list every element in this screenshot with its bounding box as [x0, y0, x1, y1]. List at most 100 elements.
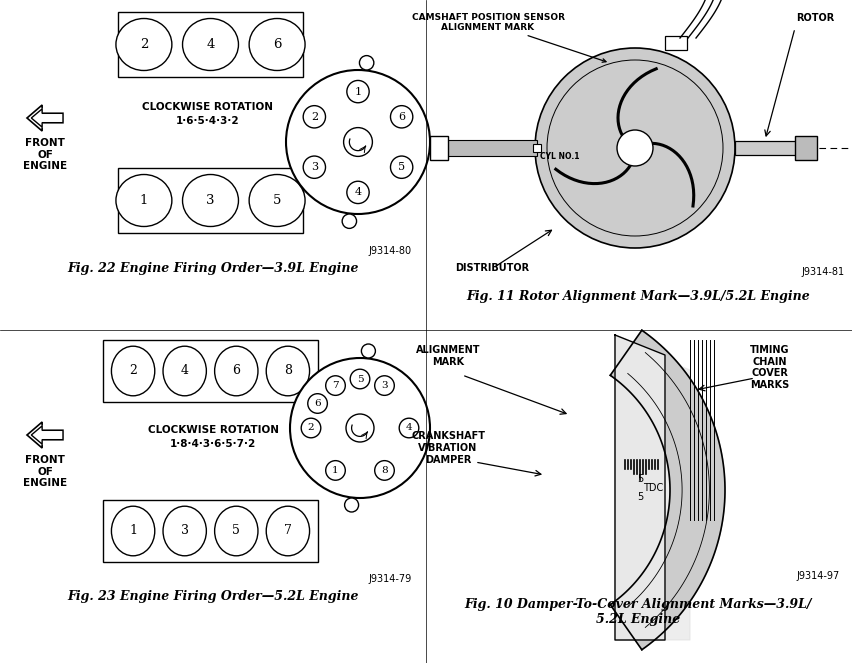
Circle shape [360, 56, 374, 70]
Text: 4: 4 [206, 38, 215, 51]
Polygon shape [32, 109, 63, 127]
Ellipse shape [163, 506, 206, 556]
Text: CLOCKWISE ROTATION: CLOCKWISE ROTATION [142, 102, 273, 112]
Text: 3: 3 [206, 194, 215, 207]
Text: 3: 3 [181, 524, 188, 538]
Ellipse shape [182, 19, 239, 70]
Text: J9314-79: J9314-79 [369, 574, 412, 584]
Text: TDC: TDC [643, 483, 663, 493]
Circle shape [350, 369, 370, 389]
Text: 1: 1 [332, 466, 339, 475]
Circle shape [290, 358, 430, 498]
Circle shape [286, 70, 430, 214]
Circle shape [535, 48, 735, 248]
Text: 1: 1 [130, 524, 137, 538]
Text: 7: 7 [284, 524, 292, 538]
Bar [103, 500, 318, 562]
Circle shape [617, 130, 653, 166]
Text: 6: 6 [314, 399, 321, 408]
Text: DISTRIBUTOR: DISTRIBUTOR [455, 263, 529, 273]
Bar [665, 36, 687, 50]
Text: ROTOR: ROTOR [796, 13, 834, 23]
Circle shape [400, 418, 419, 438]
Ellipse shape [112, 506, 155, 556]
Bar [735, 141, 805, 155]
Circle shape [302, 418, 321, 438]
Text: Fig. 22 Engine Firing Order—3.9L Engine: Fig. 22 Engine Firing Order—3.9L Engine [67, 262, 359, 275]
Ellipse shape [116, 174, 172, 227]
Text: 1: 1 [140, 194, 148, 207]
Ellipse shape [163, 346, 206, 396]
Text: 8: 8 [381, 466, 388, 475]
Text: 1·6·5·4·3·2: 1·6·5·4·3·2 [176, 116, 239, 126]
Circle shape [325, 461, 345, 480]
Ellipse shape [112, 346, 155, 396]
Text: 2: 2 [140, 38, 148, 51]
Text: 4: 4 [406, 424, 412, 432]
Circle shape [303, 105, 325, 128]
Text: 2: 2 [311, 112, 318, 122]
Text: CRANKSHAFT
VIBRATION
DAMPER: CRANKSHAFT VIBRATION DAMPER [411, 432, 485, 465]
Circle shape [344, 498, 359, 512]
Circle shape [375, 461, 394, 480]
Ellipse shape [215, 506, 258, 556]
Text: 6: 6 [273, 38, 281, 51]
Text: Fig. 11 Rotor Alignment Mark—3.9L/5.2L Engine: Fig. 11 Rotor Alignment Mark—3.9L/5.2L E… [466, 290, 810, 303]
Text: CYL NO.1: CYL NO.1 [540, 152, 579, 161]
Bar [795, 136, 817, 160]
Polygon shape [27, 422, 63, 448]
Polygon shape [615, 340, 690, 640]
Text: CLOCKWISE ROTATION: CLOCKWISE ROTATION [147, 425, 279, 435]
Text: 6: 6 [398, 112, 406, 122]
Text: 5: 5 [357, 375, 363, 383]
Bar [118, 168, 303, 233]
Text: J9314-80: J9314-80 [369, 246, 412, 256]
Circle shape [325, 376, 345, 395]
Text: 1·8·4·3·6·5·7·2: 1·8·4·3·6·5·7·2 [170, 439, 256, 449]
Text: 8: 8 [284, 365, 292, 377]
Circle shape [343, 127, 372, 156]
Text: FRONT
OF
ENGINE: FRONT OF ENGINE [23, 138, 67, 171]
Ellipse shape [215, 346, 258, 396]
Text: 6: 6 [233, 365, 240, 377]
Circle shape [308, 394, 327, 413]
Text: 2: 2 [130, 365, 137, 377]
Ellipse shape [182, 174, 239, 227]
Text: Fig. 10 Damper-To-Cover Alignment Marks—3.9L/
5.2L Engine: Fig. 10 Damper-To-Cover Alignment Marks—… [464, 598, 812, 626]
Text: 3: 3 [311, 162, 318, 172]
Bar [118, 12, 303, 77]
Circle shape [390, 156, 413, 178]
Bar [533, 144, 541, 152]
Text: Fig. 23 Engine Firing Order—5.2L Engine: Fig. 23 Engine Firing Order—5.2L Engine [67, 590, 359, 603]
Ellipse shape [249, 174, 305, 227]
Ellipse shape [266, 506, 309, 556]
Circle shape [375, 376, 394, 395]
Circle shape [347, 181, 369, 204]
Circle shape [346, 414, 374, 442]
Text: 1: 1 [354, 87, 361, 97]
Bar [430, 136, 448, 160]
Circle shape [347, 80, 369, 103]
Text: 5: 5 [637, 492, 643, 502]
Text: TIMING
CHAIN
COVER
MARKS: TIMING CHAIN COVER MARKS [751, 345, 790, 390]
Text: 2: 2 [308, 424, 314, 432]
Text: 5: 5 [398, 162, 406, 172]
Ellipse shape [116, 19, 172, 70]
Text: 4: 4 [354, 188, 361, 198]
Bar [435, 140, 537, 156]
Text: 4: 4 [181, 365, 188, 377]
Circle shape [361, 344, 376, 358]
Text: J9314-81: J9314-81 [802, 267, 845, 277]
Polygon shape [32, 426, 63, 444]
Text: CAMSHAFT POSITION SENSOR
ALIGNMENT MARK: CAMSHAFT POSITION SENSOR ALIGNMENT MARK [412, 13, 606, 62]
Ellipse shape [249, 19, 305, 70]
Text: 5: 5 [273, 194, 281, 207]
Polygon shape [610, 330, 725, 650]
Circle shape [303, 156, 325, 178]
Circle shape [390, 105, 413, 128]
Bar [103, 340, 318, 402]
Text: J9314-97: J9314-97 [797, 571, 840, 581]
Text: 3: 3 [381, 381, 388, 390]
Text: FRONT
OF
ENGINE: FRONT OF ENGINE [23, 455, 67, 488]
Text: 5: 5 [233, 524, 240, 538]
